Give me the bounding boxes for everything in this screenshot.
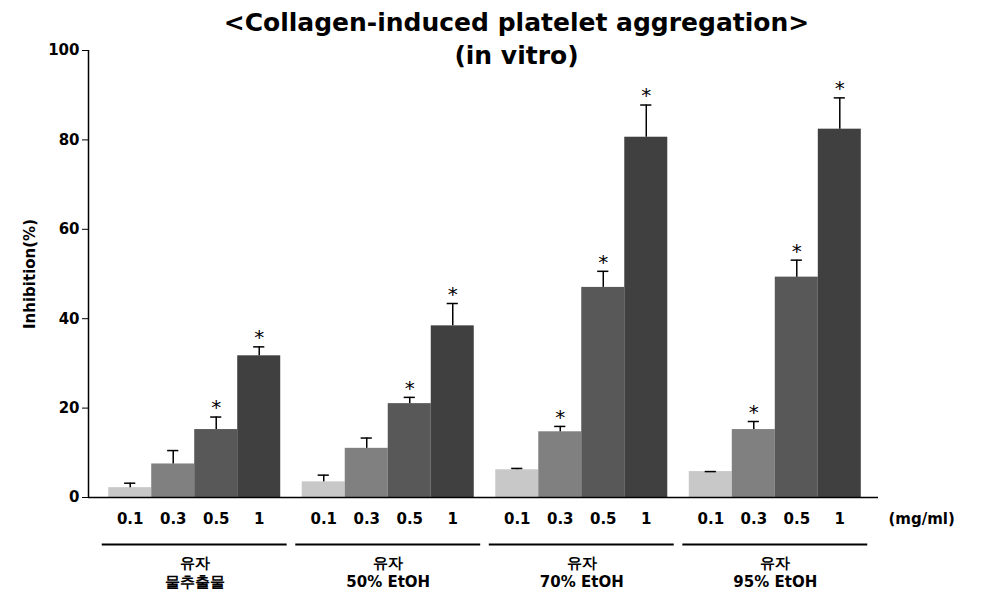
svg-text:*: * <box>792 239 802 263</box>
svg-text:0.1: 0.1 <box>504 510 531 528</box>
svg-text:*: * <box>211 395 221 419</box>
svg-text:0.5: 0.5 <box>784 510 811 528</box>
svg-text:100: 100 <box>48 41 79 59</box>
svg-text:0.5: 0.5 <box>203 510 230 528</box>
svg-text:1: 1 <box>835 510 845 528</box>
html-text:<Collagen-induced platelet agg: <Collagen-induced platelet aggregation> <box>223 8 810 37</box>
svg-text:*: * <box>555 405 565 429</box>
svg-text:유자물추출물: 유자물추출물 <box>165 554 225 592</box>
svg-text:*: * <box>641 83 651 107</box>
svg-text:유자50% EtOH: 유자50% EtOH <box>346 554 430 592</box>
svg-text:80: 80 <box>59 131 80 149</box>
svg-text:*: * <box>598 250 608 274</box>
svg-text:0.5: 0.5 <box>396 510 423 528</box>
svg-text:0.1: 0.1 <box>697 510 724 528</box>
svg-text:0.3: 0.3 <box>353 510 380 528</box>
svg-text:*: * <box>835 76 845 100</box>
html-text:(in vitro): (in vitro) <box>454 41 579 70</box>
svg-text:(mg/ml): (mg/ml) <box>889 510 955 528</box>
svg-text:*: * <box>254 325 264 349</box>
svg-text:*: * <box>448 282 458 306</box>
svg-text:40: 40 <box>59 310 80 328</box>
svg-text:0.3: 0.3 <box>160 510 187 528</box>
svg-text:*: * <box>749 400 759 424</box>
svg-text:0.1: 0.1 <box>310 510 337 528</box>
svg-text:유자95% EtOH: 유자95% EtOH <box>733 554 817 592</box>
svg-text:유자70% EtOH: 유자70% EtOH <box>540 554 624 592</box>
svg-text:0.1: 0.1 <box>117 510 144 528</box>
svg-text:0.3: 0.3 <box>547 510 574 528</box>
svg-text:Inhibition(%): Inhibition(%) <box>21 219 39 329</box>
svg-text:1: 1 <box>254 510 264 528</box>
svg-text:20: 20 <box>59 399 80 417</box>
svg-text:1: 1 <box>448 510 458 528</box>
svg-text:0.5: 0.5 <box>590 510 617 528</box>
svg-text:0.3: 0.3 <box>740 510 767 528</box>
svg-text:0: 0 <box>69 488 79 506</box>
svg-text:*: * <box>405 376 415 400</box>
svg-text:60: 60 <box>59 220 80 238</box>
svg-text:1: 1 <box>641 510 651 528</box>
